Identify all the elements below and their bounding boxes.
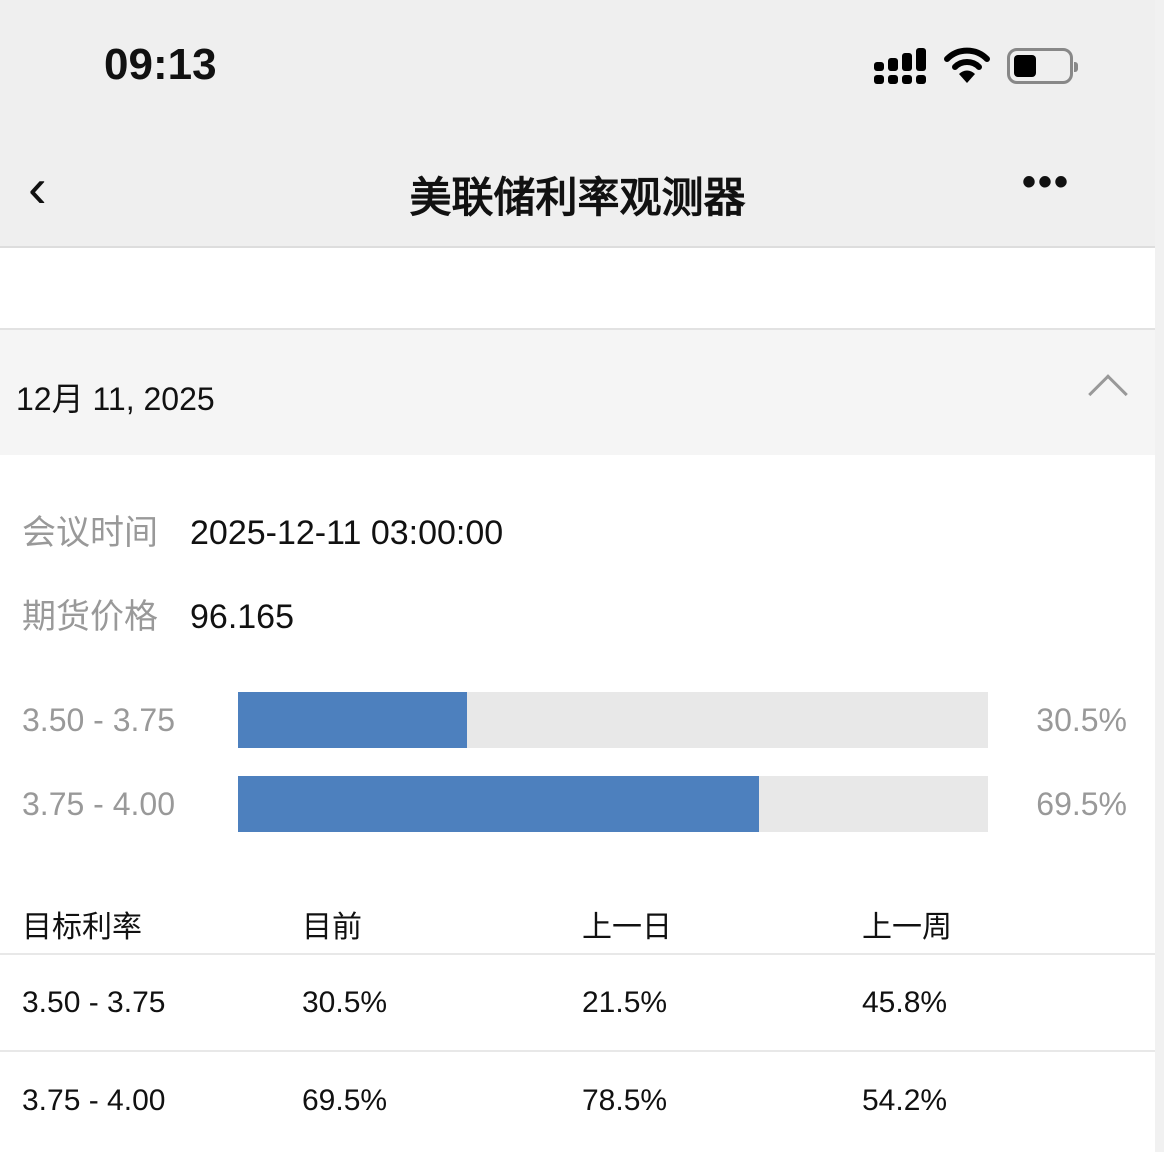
- cell: 69.5%: [302, 1083, 388, 1117]
- table-row: 3.50 - 3.75 30.5% 21.5% 45.8%: [0, 955, 1155, 1052]
- bar-range: 3.75 - 4.00: [22, 786, 175, 822]
- cell: 45.8%: [862, 985, 948, 1019]
- status-time: 09:13: [104, 40, 217, 89]
- cell: 54.2%: [862, 1083, 948, 1117]
- bar-fill: [238, 692, 467, 748]
- futures-price-value: 96.165: [190, 598, 294, 636]
- cell: 3.50 - 3.75: [22, 985, 166, 1019]
- cell: 21.5%: [582, 985, 668, 1019]
- back-button[interactable]: ‹: [28, 156, 47, 219]
- header-target-rate: 目标利率: [22, 911, 142, 944]
- bar-range: 3.50 - 3.75: [22, 702, 175, 738]
- meeting-date: 12月 11, 2025: [16, 381, 215, 417]
- header-prev-day: 上一日: [582, 911, 672, 944]
- meeting-time-row: 会议时间 2025-12-11 03:00:00: [22, 505, 503, 554]
- header: 09:13 ‹ 美联储利率观测器 •••: [0, 0, 1155, 248]
- probability-bar-row: 3.75 - 4.00 69.5%: [0, 776, 1155, 832]
- meeting-section-header[interactable]: 12月 11, 2025: [0, 328, 1155, 455]
- bar-track: [238, 776, 988, 832]
- signal-icon: [874, 48, 926, 84]
- table-header: 目标利率 目前 上一日 上一周: [0, 880, 1155, 955]
- cell: 30.5%: [302, 985, 388, 1019]
- bar-track: [238, 692, 988, 748]
- header-prev-week: 上一周: [862, 911, 952, 944]
- bar-percent: 69.5%: [1036, 786, 1127, 822]
- cell: 78.5%: [582, 1083, 668, 1117]
- bar-percent: 30.5%: [1036, 702, 1127, 738]
- chevron-up-icon[interactable]: [1088, 374, 1128, 414]
- edge: [1155, 0, 1164, 1152]
- futures-price-label: 期货价格: [22, 598, 158, 636]
- probability-bar-row: 3.50 - 3.75 30.5%: [0, 692, 1155, 748]
- table-row: 3.75 - 4.00 69.5% 78.5% 54.2%: [0, 1052, 1155, 1149]
- battery-icon: [1007, 48, 1078, 84]
- meeting-time-label: 会议时间: [22, 514, 158, 552]
- more-button[interactable]: •••: [1022, 160, 1071, 204]
- futures-price-row: 期货价格 96.165: [22, 589, 294, 638]
- probability-table: 目标利率 目前 上一日 上一周 3.50 - 3.75 30.5% 21.5% …: [0, 880, 1155, 1149]
- meeting-time-value: 2025-12-11 03:00:00: [190, 514, 504, 552]
- cell: 3.75 - 4.00: [22, 1083, 166, 1117]
- bar-fill: [238, 776, 760, 832]
- header-current: 目前: [302, 911, 362, 944]
- wifi-icon: [944, 47, 990, 83]
- page-title: 美联储利率观测器: [409, 174, 746, 221]
